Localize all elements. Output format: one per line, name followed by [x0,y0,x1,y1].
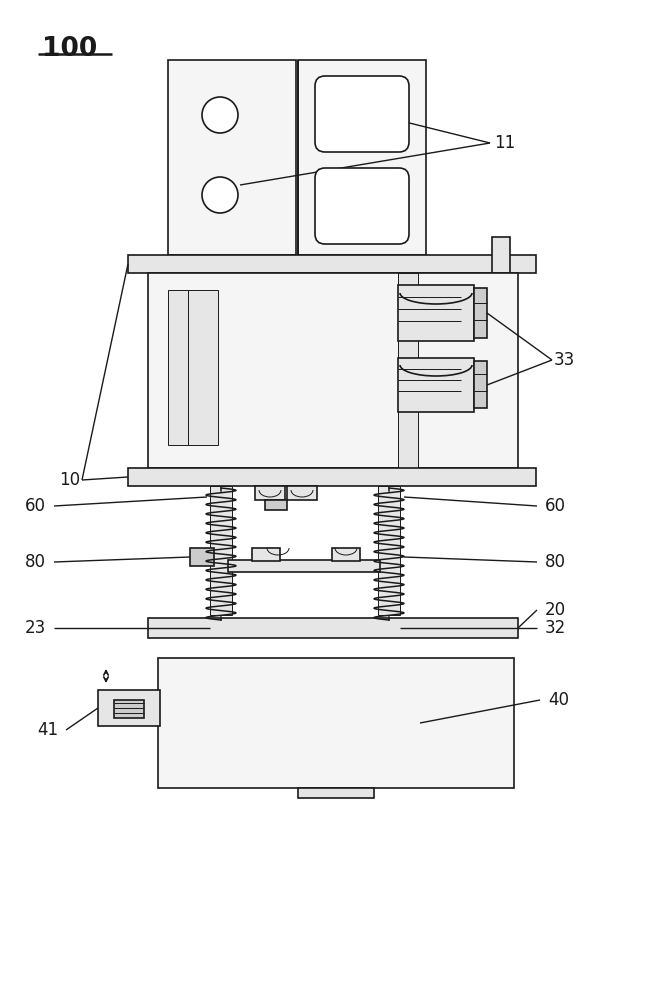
Circle shape [202,97,238,133]
Text: 20: 20 [545,601,566,619]
Bar [148,618,518,638]
Text: 60: 60 [545,497,566,515]
Bar [228,560,380,572]
Bar [210,486,232,615]
Bar [298,788,374,798]
Text: 40: 40 [548,691,569,709]
FancyBboxPatch shape [315,168,409,244]
Bar [492,237,510,273]
Bar [474,361,487,408]
Circle shape [202,177,238,213]
Bar [158,658,514,788]
Text: 60: 60 [25,497,46,515]
FancyBboxPatch shape [315,76,409,152]
Bar [168,290,218,445]
Text: 33: 33 [554,351,575,369]
Bar [190,548,214,566]
Bar [398,358,474,412]
Text: 100: 100 [42,36,97,62]
Bar [398,273,418,468]
Bar [128,255,536,273]
Bar [474,288,487,338]
Bar [98,690,160,726]
Bar [252,548,280,561]
Text: 80: 80 [545,553,566,571]
Bar [168,60,296,255]
Text: 23: 23 [25,619,46,637]
Bar [398,285,474,341]
Bar [298,60,426,255]
Bar [378,486,400,615]
Bar [148,273,518,468]
Text: 11: 11 [494,134,515,152]
Text: 41: 41 [37,721,58,739]
Bar [114,700,144,718]
Bar [265,500,287,510]
Bar [332,548,360,561]
Bar [255,486,285,500]
Text: 10: 10 [59,471,80,489]
Bar [128,468,536,486]
Text: 80: 80 [25,553,46,571]
Text: 32: 32 [545,619,566,637]
Bar [287,486,317,500]
